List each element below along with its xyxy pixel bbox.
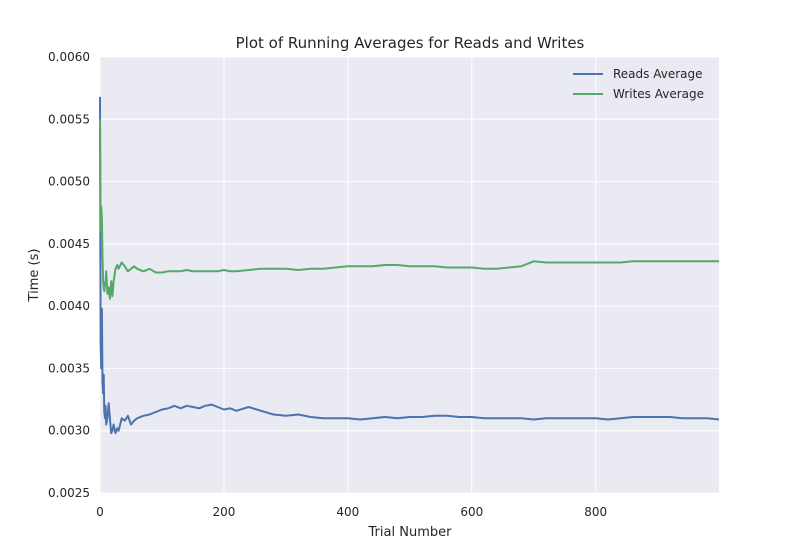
x-tick-labels: 0 200 400 600 800	[96, 505, 607, 519]
writes-average-line	[99, 119, 719, 300]
y-tick-label: 0.0050	[48, 175, 90, 189]
y-tick-labels: 0.0025 0.0030 0.0035 0.0040 0.0045 0.0050 0.00…	[48, 50, 90, 500]
y-tick-label: 0.0035	[48, 361, 90, 375]
y-tick-label: 0.0025	[48, 486, 90, 500]
y-tick-label: 0.0055	[48, 112, 90, 126]
x-tick-label: 0	[96, 505, 104, 519]
x-tick-label: 600	[460, 505, 483, 519]
y-axis-label: Time (s)	[27, 249, 42, 303]
x-tick-label: 800	[584, 505, 607, 519]
x-tick-label: 200	[212, 505, 235, 519]
y-tick-label: 0.0060	[48, 50, 90, 64]
legend-label-reads: Reads Average	[613, 67, 703, 81]
x-axis-label: Trial Number	[368, 525, 453, 540]
x-tick-label: 400	[336, 505, 359, 519]
chart-title: Plot of Running Averages for Reads and W…	[236, 34, 585, 52]
legend-label-writes: Writes Average	[613, 87, 704, 101]
grid-lines	[99, 56, 719, 494]
y-tick-label: 0.0030	[48, 424, 90, 438]
reads-average-line	[99, 96, 720, 435]
y-tick-label: 0.0040	[48, 299, 90, 313]
series-lines	[99, 96, 720, 435]
legend: Reads Average Writes Average	[573, 67, 704, 101]
y-tick-label: 0.0045	[48, 237, 90, 251]
plot-background	[100, 57, 719, 493]
